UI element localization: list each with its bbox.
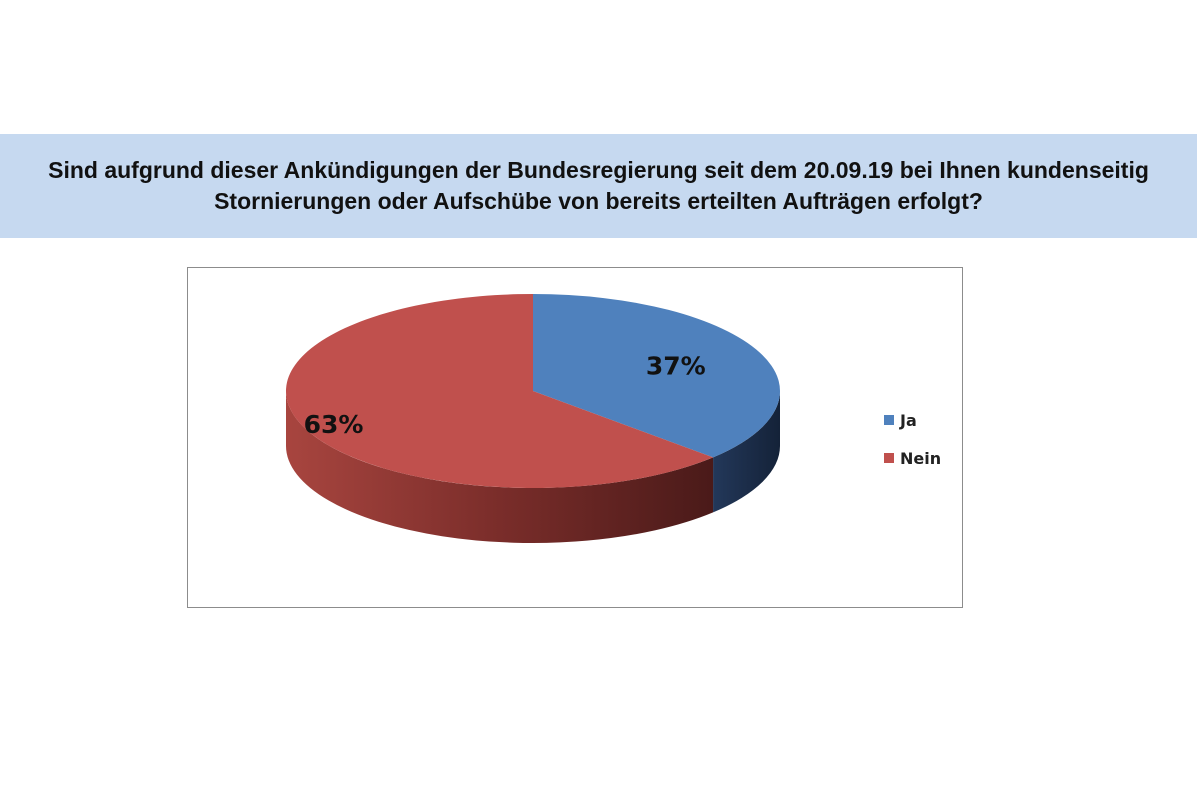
legend-swatch-nein xyxy=(884,453,894,463)
pie-labels: 37% 63% xyxy=(304,352,706,439)
data-label-ja: 37% xyxy=(646,352,706,381)
legend: Ja Nein xyxy=(884,410,941,486)
pie-sides xyxy=(286,391,780,543)
chart-title-line-1: Sind aufgrund dieser Ankündigungen der B… xyxy=(48,157,1149,183)
pie-chart: 37% 63% xyxy=(286,294,780,543)
pie-side-ja xyxy=(713,391,780,513)
pie-slice-ja xyxy=(533,294,780,458)
pie-side-nein xyxy=(286,391,714,543)
legend-item-ja: Ja xyxy=(884,410,941,430)
title-band: Sind aufgrund dieser Ankündigungen der B… xyxy=(0,134,1197,238)
data-label-nein: 63% xyxy=(304,410,364,439)
pie-tops xyxy=(286,294,780,488)
chart-title: Sind aufgrund dieser Ankündigungen der B… xyxy=(48,155,1149,217)
legend-label-nein: Nein xyxy=(900,448,942,468)
legend-item-nein: Nein xyxy=(884,448,941,468)
legend-label-ja: Ja xyxy=(900,410,917,430)
chart-title-line-2: Stornierungen oder Aufschübe von bereits… xyxy=(214,188,983,214)
chart-frame: 37% 63% Ja Nein xyxy=(187,267,963,608)
pie-slice-nein xyxy=(286,294,714,488)
legend-swatch-ja xyxy=(884,415,894,425)
